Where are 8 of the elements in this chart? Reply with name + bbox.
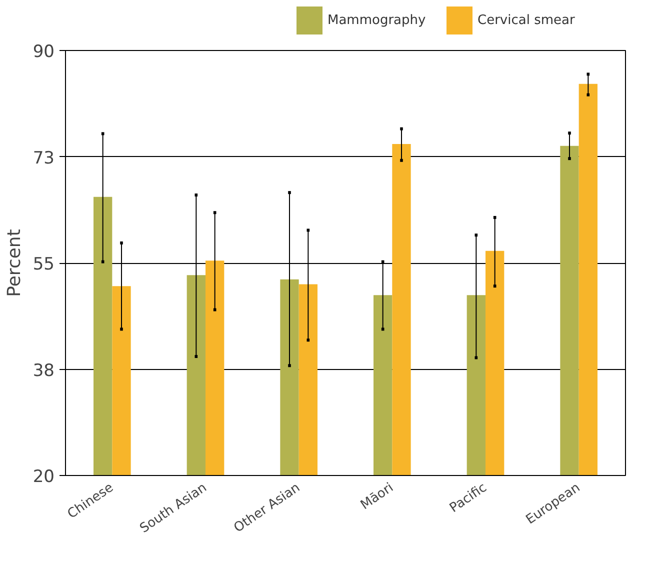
y-tick-label: 55 bbox=[32, 254, 55, 274]
y-tick-label: 90 bbox=[32, 42, 55, 62]
y-axis-title: Percent bbox=[4, 229, 25, 297]
legend-label: Cervical smear bbox=[478, 13, 576, 28]
y-tick-label: 20 bbox=[32, 467, 55, 487]
legend-label: Mammography bbox=[328, 13, 426, 28]
y-tick-label: 73 bbox=[32, 148, 55, 168]
y-tick-label: 38 bbox=[32, 360, 55, 381]
